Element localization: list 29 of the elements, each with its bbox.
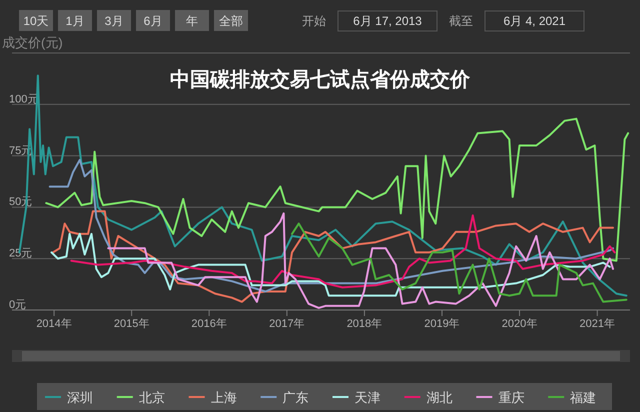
legend-label: 福建 [570, 390, 596, 405]
annotation: 6月 4, 2021 [484, 10, 584, 32]
annotation: 开始 [302, 14, 326, 28]
x-tick-label: 2018年 [346, 318, 382, 330]
annotation: 年 [175, 10, 209, 31]
y-tick-label: 0元 [9, 299, 26, 311]
legend-label: 上海 [210, 390, 237, 405]
legend-label: 重庆 [498, 390, 524, 405]
x-tick-label: 2020年 [502, 318, 538, 330]
x-tick-label: 2019年 [424, 318, 460, 330]
annotation: 全部 [214, 10, 248, 31]
annotation: 10天 [19, 10, 53, 31]
text: 中国碳排放交易七试点省份成交价 [170, 68, 471, 91]
x-tick-label: 2016年 [191, 318, 227, 330]
annotation: 1月 [58, 10, 92, 31]
legend-label: 北京 [138, 390, 165, 405]
x-tick-label: 2014年 [36, 318, 72, 330]
y-axis-title: 成交价(元) [2, 35, 63, 50]
legend-label: 广东 [282, 390, 309, 405]
annotation: 6月 17, 2013 [338, 10, 438, 32]
annotation: 3月 [97, 10, 131, 31]
annotation: 6月 [136, 10, 170, 31]
legend-label: 天津 [354, 390, 380, 405]
x-tick-label: 2015年 [114, 318, 150, 330]
x-tick-label: 2017年 [269, 318, 305, 330]
annotation: 截至 [449, 14, 473, 28]
legend-label: 湖北 [426, 390, 452, 405]
legend-label: 深圳 [67, 390, 93, 405]
x-tick-label: 2021年 [580, 318, 616, 330]
